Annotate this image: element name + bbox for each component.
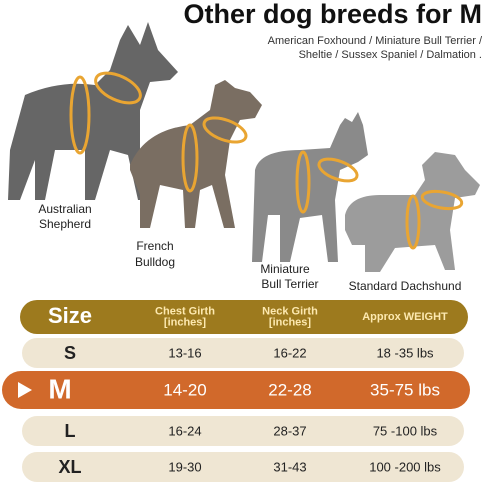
dog-bull-terrier	[252, 112, 368, 262]
size-cell: XL	[58, 457, 81, 477]
table-cell: 28-37	[273, 423, 306, 438]
header-cell: [inches]	[269, 316, 312, 328]
header-cell: [inches]	[164, 316, 207, 328]
table-cell: 18 -35 lbs	[376, 345, 434, 360]
table-cell: 31-43	[273, 459, 306, 474]
header-cell: Chest Girth	[155, 305, 215, 317]
table-cell: 16-22	[273, 345, 306, 360]
size-cell: L	[65, 421, 76, 441]
table-row	[22, 416, 464, 446]
dog-bulldog	[130, 80, 262, 228]
table-cell: 14-20	[163, 380, 206, 399]
table-cell: 100 -200 lbs	[369, 459, 441, 474]
table-row	[22, 452, 464, 482]
row-arrow	[18, 382, 32, 398]
header-row	[20, 300, 468, 334]
dog-label: Bull Terrier	[261, 277, 318, 291]
table-row	[22, 338, 464, 368]
header-cell: Approx WEIGHT	[362, 311, 448, 323]
title: Other dog breeds for M	[183, 0, 482, 29]
table-cell: 22-28	[268, 380, 311, 399]
size-table: Size Chest Girth[inches]Neck Girth[inches…	[2, 300, 470, 482]
table-cell: 19-30	[168, 459, 201, 474]
dog-dachshund	[345, 152, 480, 272]
dog-label: French	[136, 239, 173, 253]
subtitle: Sheltie / Sussex Spaniel / Dalmation .	[299, 49, 482, 61]
dog-label: Shepherd	[39, 217, 91, 231]
size-cell: S	[64, 343, 76, 363]
header-cell: Neck Girth	[262, 305, 318, 317]
dog-label: Bulldog	[135, 255, 175, 269]
table-cell: 16-24	[168, 423, 201, 438]
table-cell: 75 -100 lbs	[373, 423, 438, 438]
dog-label: Miniature	[260, 262, 310, 276]
table-cell: 13-16	[168, 345, 201, 360]
subtitle: American Foxhound / Miniature Bull Terri…	[268, 35, 483, 47]
table-cell: 35-75 lbs	[370, 380, 440, 399]
highlighted-row	[2, 371, 470, 409]
header-cell: Size	[48, 303, 92, 328]
dog-label: Standard Dachshund	[349, 279, 462, 293]
size-cell: M	[48, 373, 71, 404]
dog-label: Australian	[38, 202, 91, 216]
